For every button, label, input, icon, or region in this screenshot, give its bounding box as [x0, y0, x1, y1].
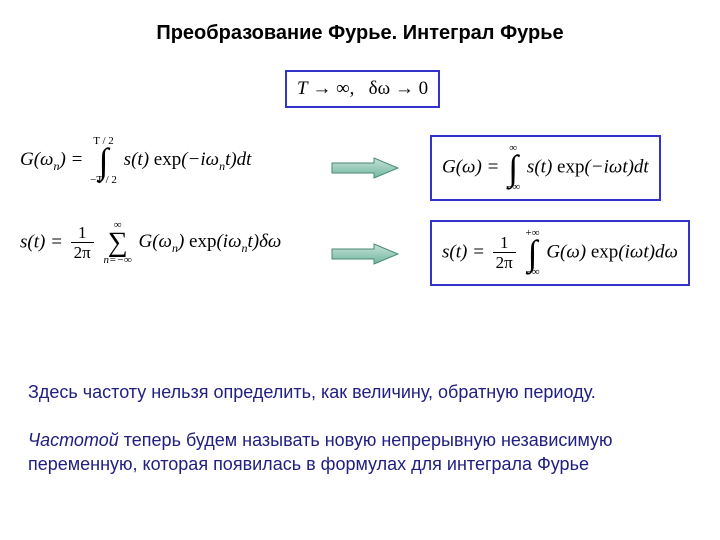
emphasis: Частотой: [28, 430, 119, 450]
lhs: G(ω) =: [442, 156, 504, 177]
integrand: G(ω) exp(iωt)dω: [546, 241, 678, 262]
integral-symbol: ∞ ∫ −∞: [506, 143, 520, 193]
note-line-2: Частотой теперь будем называть новую неп…: [28, 428, 692, 477]
equation-continuous-s: s(t) = 1 2π +∞ ∫ −∞ G(ω) exp(iωt)dω: [430, 220, 690, 286]
limit-expr: T → ∞, δω → 0: [297, 78, 428, 99]
page-title: Преобразование Фурье. Интеграл Фурье: [0, 22, 720, 45]
integral-symbol: T / 2 ∫ −T / 2: [90, 136, 117, 186]
equation-discrete-G: G(ωn) = T / 2 ∫ −T / 2 s(t) exp(−iωnt)dt: [20, 136, 251, 186]
sum-symbol: ∞ ∑ n=−∞: [104, 220, 132, 266]
arrow-icon: [330, 156, 400, 180]
lhs: s(t) =: [20, 231, 68, 252]
integrand: s(t) exp(−iωt)dt: [527, 156, 649, 177]
lhs: s(t) =: [442, 241, 490, 262]
fraction: 1 2π: [71, 224, 94, 263]
integral-symbol: +∞ ∫ −∞: [526, 228, 540, 278]
equation-continuous-G: G(ω) = ∞ ∫ −∞ s(t) exp(−iωt)dt: [430, 135, 661, 201]
arrow-icon: [330, 242, 400, 266]
fraction: 1 2π: [493, 234, 516, 273]
limit-box: T → ∞, δω → 0: [285, 70, 440, 108]
note-line-1: Здесь частоту нельзя определить, как вел…: [28, 380, 692, 404]
summand: G(ωn) exp(iωnt)δω: [138, 231, 281, 252]
equation-discrete-s: s(t) = 1 2π ∞ ∑ n=−∞ G(ωn) exp(iωnt)δω: [20, 220, 281, 266]
lhs: G(ωn) =: [20, 149, 88, 170]
integrand: s(t) exp(−iωnt)dt: [124, 149, 252, 170]
